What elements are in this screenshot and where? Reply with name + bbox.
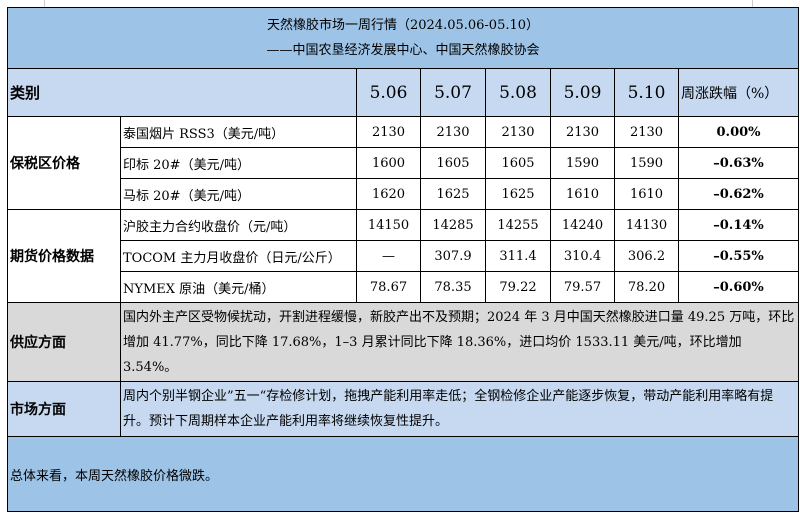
table-title: 天然橡胶市场一周行情（2024.05.06-05.10） ——中国农垦经济发展中心…	[6, 7, 800, 69]
rubber-market-table: 天然橡胶市场一周行情（2024.05.06-05.10） ——中国农垦经济发展中心…	[6, 7, 800, 512]
item-name: 泰国烟片 RSS3（美元/吨）	[120, 116, 357, 148]
change-cell: –0.62%	[677, 178, 800, 210]
item-name: 印标 20#（美元/吨）	[120, 147, 357, 179]
group-label: 期货价格数据	[7, 209, 121, 303]
price-cell: 306.2	[614, 240, 679, 272]
market-label: 市场方面	[7, 381, 121, 437]
table-row: 保税区价格 泰国烟片 RSS3（美元/吨） 2130 2130 2130 2130 2130…	[7, 116, 800, 210]
price-cell: 2130	[550, 116, 615, 148]
price-cell: 14255	[485, 209, 551, 241]
summary-text: 总体来看，本周天然橡胶价格微跌。	[6, 436, 800, 512]
table-row: NYMEX 原油（美元/桶） 78.67 78.35 79.22 79.57 78.20–…	[8, 271, 800, 303]
price-cell: 14285	[420, 209, 486, 241]
price-cell: 1605	[485, 147, 551, 179]
price-cell: 1625	[485, 178, 551, 210]
price-cell: 1610	[550, 178, 615, 210]
item-name: NYMEX 原油（美元/桶）	[120, 271, 357, 303]
price-cell: 310.4	[550, 240, 615, 272]
price-cell: 1600	[356, 147, 421, 179]
header-date: 5.09	[550, 68, 615, 117]
price-cell: 78.20	[614, 271, 679, 303]
price-cell: 14130	[614, 209, 679, 241]
price-cell: 14240	[550, 209, 615, 241]
item-name: 沪胶主力合约收盘价（元/吨）	[120, 209, 357, 241]
supply-label: 供应方面	[7, 302, 121, 382]
header-date: 5.07	[420, 68, 486, 117]
price-cell: 2130	[356, 116, 421, 148]
price-cell: 78.35	[420, 271, 486, 303]
price-cell: 1620	[356, 178, 421, 210]
price-cell: 1590	[550, 147, 615, 179]
item-name: 马标 20#（美元/吨）	[120, 178, 357, 210]
change-cell: 0.00%	[677, 116, 800, 148]
item-name: TOCOM 主力月收盘价（日元/公斤）	[120, 240, 357, 272]
market-text: 周内个别半钢企业”五一“存检修计划，拖拽产能利用率走低；全钢检修企业产能逐步恢复…	[119, 381, 800, 437]
header-category: 类别	[7, 68, 357, 117]
price-cell: 2130	[420, 116, 486, 148]
price-cell: 1625	[420, 178, 486, 210]
price-cell: 1605	[420, 147, 486, 179]
price-cell: —	[356, 240, 421, 272]
price-cell: 78.67	[356, 271, 421, 303]
price-cell: 307.9	[420, 240, 486, 272]
change-cell: –0.55%	[677, 240, 800, 272]
price-cell: 311.4	[485, 240, 551, 272]
header-date: 5.06	[356, 68, 421, 117]
change-cell: –0.14%	[677, 209, 800, 241]
change-cell: –0.60%	[677, 271, 800, 303]
change-cell: –0.63%	[677, 147, 800, 179]
price-cell: 1610	[614, 178, 679, 210]
header-date: 5.10	[614, 68, 679, 117]
price-cell: 14150	[356, 209, 421, 241]
supply-text: 国内外主产区受物候扰动，开割进程缓慢，新胶产出不及预期；2024 年 3 月中国…	[119, 302, 800, 382]
price-cell: 79.57	[550, 271, 615, 303]
price-cell: 2130	[485, 116, 551, 148]
title: 天然橡胶市场一周行情（2024.05.06-05.10）	[266, 18, 540, 33]
group-label: 保税区价格	[7, 116, 121, 210]
table-row: 印标 20#（美元/吨） 1600 1605 1605 1590 1590 –0.63%	[8, 147, 800, 179]
header-change: 周涨跌幅（%）	[677, 68, 800, 117]
price-cell: 2130	[614, 116, 679, 148]
header-date: 5.08	[485, 68, 551, 117]
table-row: 期货价格数据 沪胶主力合约收盘价（元/吨） 14150 14285 14255 14240…	[7, 209, 800, 303]
table-row: 马标 20#（美元/吨） 1620 1625 1625 1610 1610 –0.62%	[8, 178, 800, 210]
price-cell: 79.22	[485, 271, 551, 303]
subtitle: ——中国农垦经济发展中心、中国天然橡胶协会	[266, 43, 540, 58]
price-cell: 1590	[614, 147, 679, 179]
table-row: TOCOM 主力月收盘价（日元/公斤） —307.9 311.4 310.4 306.2…	[8, 240, 800, 272]
